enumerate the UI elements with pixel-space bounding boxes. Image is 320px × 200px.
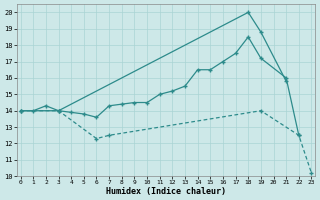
X-axis label: Humidex (Indice chaleur): Humidex (Indice chaleur) (106, 187, 226, 196)
